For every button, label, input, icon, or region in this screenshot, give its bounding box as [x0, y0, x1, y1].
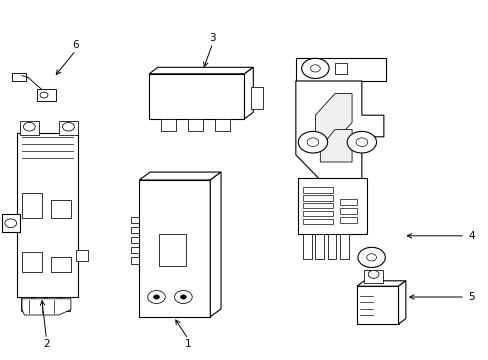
- Bar: [327, 234, 336, 259]
- Bar: [61, 297, 70, 311]
- Bar: [17, 133, 78, 297]
- Circle shape: [147, 291, 165, 303]
- Bar: [298, 178, 366, 234]
- Bar: [20, 121, 39, 135]
- Bar: [339, 234, 348, 259]
- Circle shape: [310, 65, 320, 72]
- Bar: [188, 119, 203, 131]
- Polygon shape: [149, 67, 253, 74]
- Circle shape: [346, 131, 376, 153]
- Polygon shape: [210, 172, 221, 317]
- Circle shape: [153, 295, 159, 299]
- Text: 2: 2: [43, 339, 50, 349]
- Polygon shape: [22, 299, 71, 315]
- Bar: [303, 195, 332, 201]
- Bar: [303, 203, 332, 208]
- Polygon shape: [315, 94, 351, 144]
- Bar: [59, 121, 78, 135]
- Bar: [356, 286, 398, 324]
- Bar: [159, 234, 185, 266]
- Bar: [22, 193, 41, 218]
- Bar: [334, 63, 346, 74]
- Text: 4: 4: [468, 231, 474, 241]
- Bar: [76, 250, 88, 261]
- Bar: [22, 252, 41, 272]
- Polygon shape: [139, 172, 221, 180]
- Bar: [21, 297, 31, 311]
- Bar: [303, 234, 311, 259]
- Bar: [303, 187, 332, 193]
- Bar: [364, 270, 382, 283]
- Bar: [339, 217, 356, 223]
- Bar: [339, 199, 356, 205]
- Circle shape: [367, 270, 378, 278]
- Polygon shape: [295, 81, 383, 180]
- Bar: [295, 58, 386, 81]
- Text: 5: 5: [468, 292, 474, 302]
- Bar: [51, 200, 71, 218]
- Circle shape: [5, 219, 17, 228]
- Bar: [37, 89, 56, 101]
- Bar: [130, 217, 139, 223]
- Text: 6: 6: [72, 40, 79, 50]
- Circle shape: [366, 254, 376, 261]
- Bar: [215, 119, 229, 131]
- Circle shape: [306, 138, 318, 147]
- Bar: [303, 219, 332, 224]
- Bar: [130, 247, 139, 253]
- Bar: [34, 297, 44, 311]
- Bar: [130, 257, 139, 264]
- Circle shape: [40, 92, 48, 98]
- Bar: [12, 73, 26, 81]
- Bar: [2, 214, 20, 232]
- Bar: [250, 87, 263, 109]
- Bar: [51, 257, 71, 272]
- Circle shape: [357, 247, 385, 267]
- Bar: [149, 74, 244, 119]
- Bar: [130, 227, 139, 233]
- Bar: [303, 211, 332, 216]
- Text: 3: 3: [209, 33, 216, 43]
- Polygon shape: [356, 281, 405, 286]
- Circle shape: [298, 131, 327, 153]
- Bar: [130, 237, 139, 243]
- Bar: [139, 180, 210, 317]
- Circle shape: [174, 291, 192, 303]
- Bar: [339, 208, 356, 214]
- Circle shape: [62, 122, 74, 131]
- Circle shape: [301, 58, 328, 78]
- Polygon shape: [320, 130, 351, 162]
- Circle shape: [23, 122, 35, 131]
- Polygon shape: [244, 67, 253, 119]
- Text: 1: 1: [184, 339, 191, 349]
- Bar: [161, 119, 176, 131]
- Circle shape: [355, 138, 367, 147]
- Polygon shape: [398, 281, 405, 324]
- Circle shape: [180, 295, 186, 299]
- Bar: [47, 297, 57, 311]
- Bar: [315, 234, 324, 259]
